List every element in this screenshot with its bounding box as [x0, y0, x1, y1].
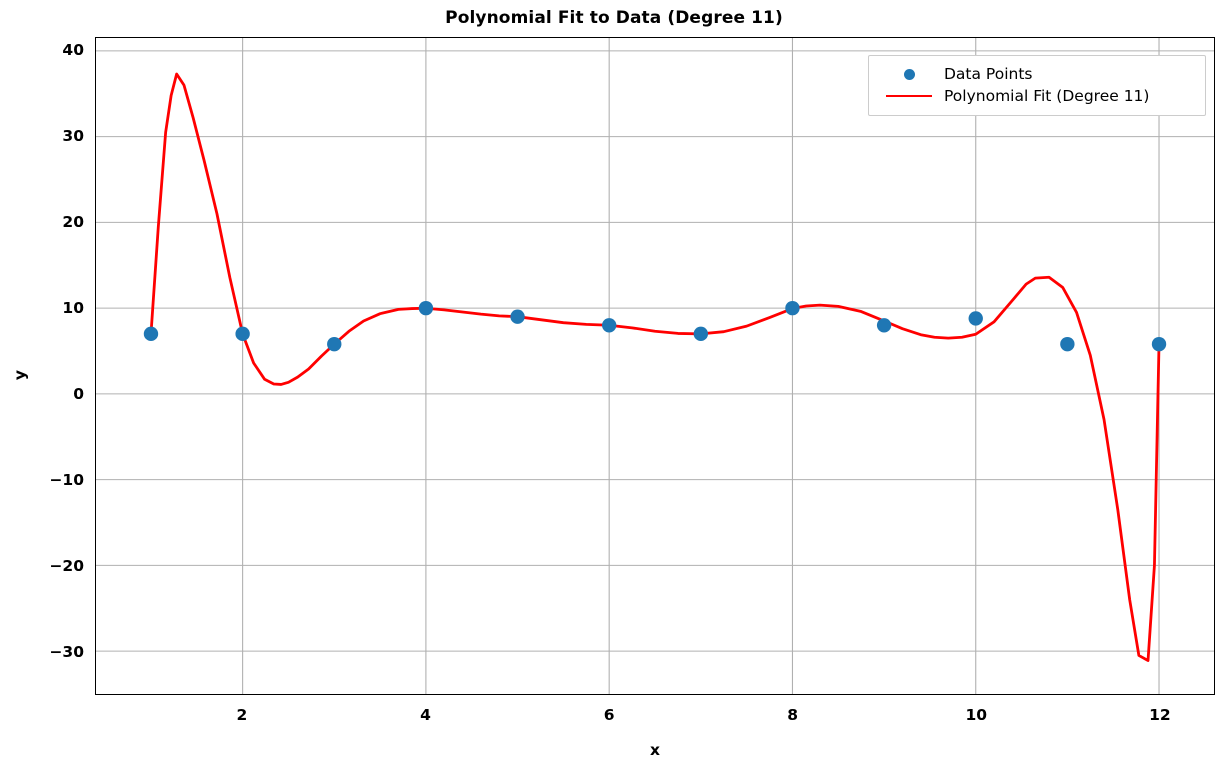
- legend-item-polynomial-fit: Polynomial Fit (Degree 11): [880, 85, 1194, 107]
- grid-lines: [96, 38, 1214, 694]
- y-tick-label: −30: [49, 642, 84, 661]
- x-tick-label: 4: [420, 706, 431, 724]
- legend-label-polynomial-fit: Polynomial Fit (Degree 11): [944, 87, 1150, 105]
- data-point: [876, 318, 892, 333]
- plot-area: [95, 37, 1215, 695]
- x-tick-label: 10: [965, 706, 988, 724]
- data-point: [235, 326, 250, 342]
- x-tick-label: 12: [1149, 706, 1171, 724]
- fit-line-group: [149, 72, 1161, 662]
- scatter-marker-icon: [880, 68, 938, 80]
- data-point: [327, 336, 342, 352]
- y-tick-label: 40: [62, 40, 84, 59]
- x-tick-label: 6: [603, 706, 615, 724]
- data-point: [693, 326, 709, 342]
- data-point: [143, 326, 159, 342]
- y-tick-label: −10: [49, 470, 84, 489]
- x-axis-label: x: [650, 741, 660, 759]
- x-axis-ticks: 2 4 6 8 10 12: [0, 706, 1228, 736]
- y-tick-label: 30: [62, 126, 84, 145]
- polynomial-fit-line: [149, 72, 1161, 662]
- data-point: [418, 300, 434, 316]
- data-point: [510, 309, 525, 324]
- y-axis-ticks: −30 −20 −10 0 10 20 30 40: [12, 0, 84, 772]
- x-tick-label: 2: [236, 706, 248, 724]
- plot-svg: [96, 38, 1214, 694]
- chart-legend: Data Points Polynomial Fit (Degree 11): [868, 55, 1206, 116]
- data-points-group: [143, 300, 1167, 352]
- y-tick-label: 0: [73, 384, 84, 403]
- data-point: [601, 318, 617, 333]
- data-point: [1060, 336, 1075, 352]
- data-point: [1151, 336, 1167, 352]
- chart-title: Polynomial Fit to Data (Degree 11): [445, 8, 783, 28]
- x-tick-label: 8: [787, 706, 799, 724]
- data-point: [968, 311, 983, 326]
- y-tick-label: −20: [49, 556, 84, 575]
- legend-label-data-points: Data Points: [944, 65, 1033, 83]
- line-swatch-icon: [880, 94, 938, 98]
- legend-item-data-points: Data Points: [880, 63, 1194, 85]
- y-axis-label: y: [11, 369, 29, 381]
- y-tick-label: 20: [62, 212, 84, 231]
- y-tick-label: 10: [62, 298, 84, 317]
- data-point: [785, 300, 800, 316]
